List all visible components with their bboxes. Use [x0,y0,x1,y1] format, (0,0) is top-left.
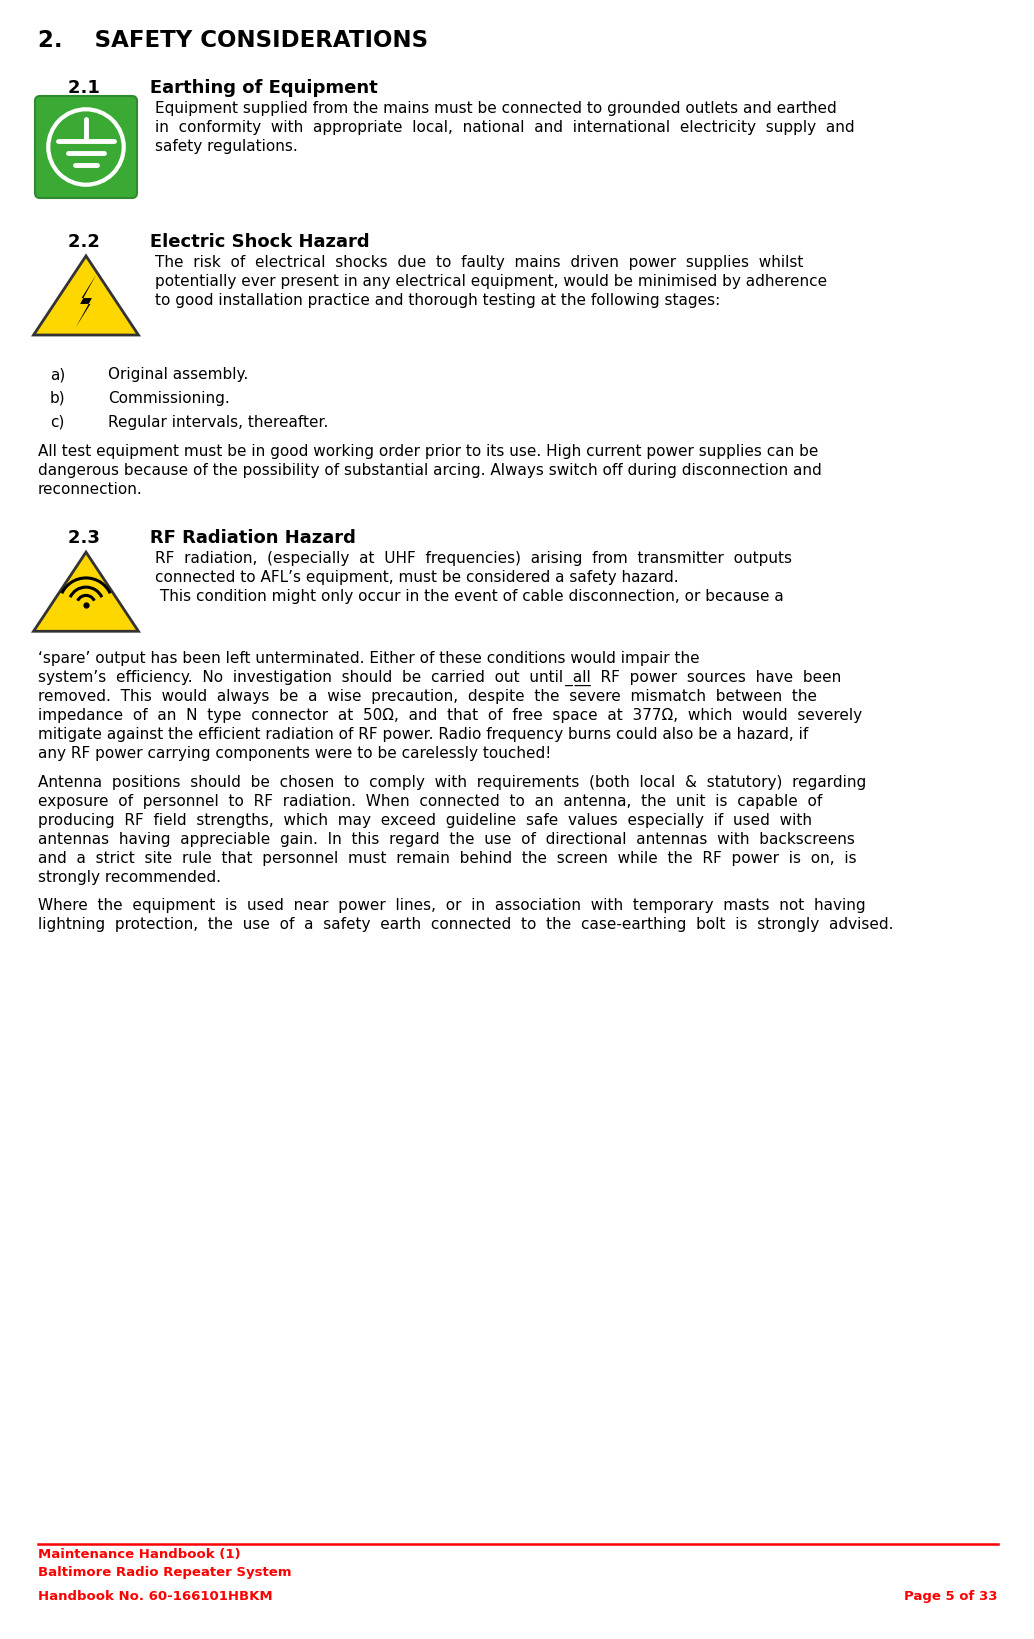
Text: a): a) [50,367,65,382]
FancyBboxPatch shape [35,97,136,198]
Text: safety regulations.: safety regulations. [155,139,298,154]
Text: system’s  efficiency.  No  investigation  should  be  carried  out  until  ̲a̲l̲: system’s efficiency. No investigation sh… [38,670,842,687]
Text: potentially ever present in any electrical equipment, would be minimised by adhe: potentially ever present in any electric… [155,274,827,288]
Text: Where  the  equipment  is  used  near  power  lines,  or  in  association  with : Where the equipment is used near power l… [38,898,865,913]
Text: producing  RF  field  strengths,  which  may  exceed  guideline  safe  values  e: producing RF field strengths, which may … [38,813,812,828]
Text: This condition might only occur in the event of cable disconnection, or because : This condition might only occur in the e… [155,590,784,605]
Text: any RF power carrying components were to be carelessly touched!: any RF power carrying components were to… [38,746,551,760]
Text: impedance  of  an  N  type  connector  at  50Ω,  and  that  of  free  space  at : impedance of an N type connector at 50Ω,… [38,708,862,723]
Polygon shape [33,552,139,631]
Text: RF  radiation,  (especially  at  UHF  frequencies)  arising  from  transmitter  : RF radiation, (especially at UHF frequen… [155,551,792,565]
Text: 2.1        Earthing of Equipment: 2.1 Earthing of Equipment [68,79,377,97]
Text: Antenna  positions  should  be  chosen  to  comply  with  requirements  (both  l: Antenna positions should be chosen to co… [38,775,866,790]
Text: and  a  strict  site  rule  that  personnel  must  remain  behind  the  screen  : and a strict site rule that personnel mu… [38,851,856,865]
Text: reconnection.: reconnection. [38,482,143,497]
Text: Maintenance Handbook (1): Maintenance Handbook (1) [38,1547,241,1560]
Text: Original assembly.: Original assembly. [108,367,248,382]
Text: removed.  This  would  always  be  a  wise  precaution,  despite  the  severe  m: removed. This would always be a wise pre… [38,690,817,705]
Text: Regular intervals, thereafter.: Regular intervals, thereafter. [108,415,329,429]
Text: mitigate against the efficient radiation of RF power. Radio frequency burns coul: mitigate against the efficient radiation… [38,728,809,742]
Text: strongly recommended.: strongly recommended. [38,870,221,885]
Text: lightning  protection,  the  use  of  a  safety  earth  connected  to  the  case: lightning protection, the use of a safet… [38,918,893,933]
Text: Page 5 of 33: Page 5 of 33 [905,1590,998,1603]
Text: 2.    SAFETY CONSIDERATIONS: 2. SAFETY CONSIDERATIONS [38,30,428,52]
Text: to good installation practice and thorough testing at the following stages:: to good installation practice and thorou… [155,293,721,308]
Text: 2.2        Electric Shock Hazard: 2.2 Electric Shock Hazard [68,233,369,251]
Text: exposure  of  personnel  to  RF  radiation.  When  connected  to  an  antenna,  : exposure of personnel to RF radiation. W… [38,793,822,808]
Text: ‘spare’ output has been left unterminated. Either of these conditions would impa: ‘spare’ output has been left unterminate… [38,651,700,665]
Text: connected to AFL’s equipment, must be considered a safety hazard.: connected to AFL’s equipment, must be co… [155,570,678,585]
Polygon shape [33,256,139,334]
Text: The  risk  of  electrical  shocks  due  to  faulty  mains  driven  power  suppli: The risk of electrical shocks due to fau… [155,256,803,270]
Text: All test equipment must be in good working order prior to its use. High current : All test equipment must be in good worki… [38,444,818,459]
Polygon shape [75,274,96,328]
Text: b): b) [50,390,65,406]
Text: dangerous because of the possibility of substantial arcing. Always switch off du: dangerous because of the possibility of … [38,464,822,479]
Text: c): c) [50,415,64,429]
Text: Equipment supplied from the mains must be connected to grounded outlets and eart: Equipment supplied from the mains must b… [155,102,837,116]
Text: Baltimore Radio Repeater System: Baltimore Radio Repeater System [38,1565,292,1578]
Text: Commissioning.: Commissioning. [108,390,230,406]
Text: Handbook No. 60-166101HBKM: Handbook No. 60-166101HBKM [38,1590,273,1603]
Text: in  conformity  with  appropriate  local,  national  and  international  electri: in conformity with appropriate local, na… [155,120,855,134]
Text: antennas  having  appreciable  gain.  In  this  regard  the  use  of  directiona: antennas having appreciable gain. In thi… [38,831,855,847]
Text: 2.3        RF Radiation Hazard: 2.3 RF Radiation Hazard [68,529,356,547]
